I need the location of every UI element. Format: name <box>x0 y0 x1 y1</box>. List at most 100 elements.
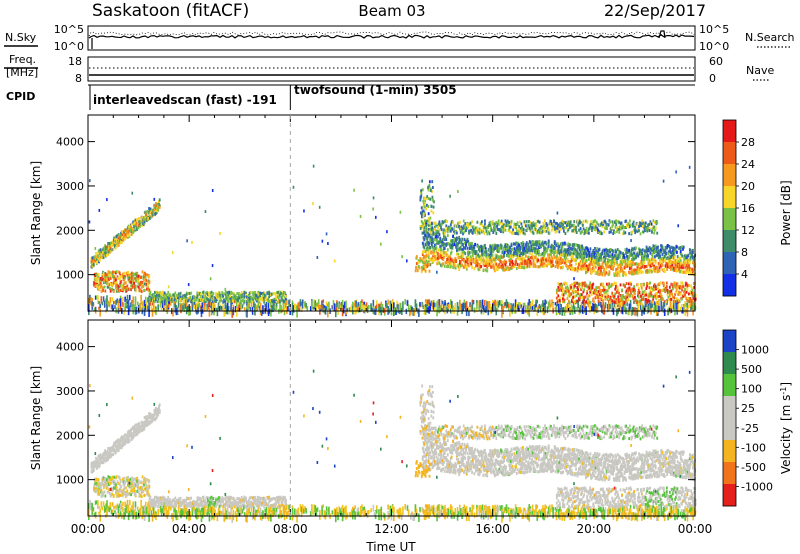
power-cell <box>581 305 584 314</box>
power-cell <box>685 302 688 307</box>
power-cell <box>627 223 630 227</box>
power-cell <box>599 295 601 299</box>
power-cell <box>130 302 132 308</box>
power-cell <box>528 261 531 265</box>
power-cell <box>679 265 681 269</box>
power-cell <box>493 259 496 264</box>
power-cell <box>465 267 468 271</box>
power-cell <box>516 262 519 267</box>
power-cell <box>133 276 136 280</box>
power-cell <box>592 302 594 306</box>
power-cell <box>500 230 502 234</box>
power-cell <box>614 225 617 229</box>
power-cell <box>562 287 565 291</box>
power-cell <box>119 275 122 279</box>
power-cell <box>544 299 546 305</box>
power-cell <box>115 242 118 246</box>
power-cell <box>560 241 563 246</box>
power-cell <box>648 245 651 250</box>
power-cell <box>445 237 448 242</box>
power-cell <box>652 219 655 223</box>
power-cell <box>676 302 679 311</box>
power-cell <box>482 268 485 273</box>
power-cell <box>428 229 431 233</box>
power-cell <box>133 304 136 311</box>
power-cell <box>433 253 436 257</box>
power-cell <box>544 263 547 267</box>
power-cell <box>490 306 493 314</box>
power-cell <box>438 220 441 224</box>
power-cell <box>501 250 504 254</box>
power-cell <box>140 300 142 305</box>
power-cell <box>563 226 566 230</box>
power-cell <box>151 302 154 306</box>
power-cell <box>667 259 670 263</box>
power-cell <box>588 231 590 235</box>
power-cell <box>597 268 599 273</box>
power-cell <box>633 257 636 261</box>
power-cell <box>662 248 665 252</box>
power-cell <box>268 299 271 303</box>
power-cell <box>257 299 260 308</box>
power-cell <box>525 241 528 245</box>
power-cell <box>510 304 512 309</box>
power-cell <box>95 276 98 280</box>
power-cell <box>397 304 400 314</box>
power-cell <box>572 301 575 310</box>
power-cell <box>270 308 272 317</box>
power-cell <box>475 228 478 232</box>
power-cell <box>595 258 598 262</box>
power-cell <box>522 231 525 235</box>
power-cell <box>625 219 627 223</box>
power-cell <box>296 308 298 318</box>
power-cell <box>444 305 446 315</box>
power-cell <box>264 294 267 298</box>
power-cell <box>357 306 360 312</box>
power-cell <box>105 276 107 280</box>
power-cell <box>600 258 602 262</box>
power-cell <box>427 248 429 252</box>
power-cell <box>345 300 347 310</box>
power-cell <box>598 272 601 276</box>
power-cell <box>163 297 165 306</box>
power-cell <box>653 266 656 271</box>
power-cell <box>526 261 529 265</box>
power-cell <box>459 238 461 242</box>
power-cell <box>440 226 442 230</box>
power-cell <box>574 281 577 285</box>
power-cell <box>433 302 436 308</box>
power-cell <box>531 224 534 228</box>
power-cell <box>121 275 124 279</box>
power-cell <box>602 265 605 270</box>
power-cell <box>513 264 516 269</box>
power-cell <box>95 257 98 261</box>
power-cell <box>510 219 513 223</box>
power-cell <box>575 267 578 271</box>
power-cell <box>452 234 454 239</box>
power-cell <box>588 254 591 258</box>
power-cell <box>635 308 638 315</box>
power-cell <box>502 265 505 269</box>
power-cell <box>123 228 126 232</box>
power-cell <box>216 307 219 317</box>
power-cell <box>605 295 608 299</box>
power-cell <box>683 305 685 313</box>
power-cell <box>103 246 106 250</box>
power-cell <box>580 285 583 289</box>
power-cell <box>500 260 502 264</box>
power-cell <box>487 253 489 257</box>
power-cell <box>644 221 647 225</box>
power-cell <box>569 222 571 226</box>
power-cell <box>316 302 319 307</box>
power-cell <box>610 254 613 258</box>
power-cell <box>566 297 569 301</box>
power-cell <box>667 252 670 256</box>
power-cell <box>481 248 484 253</box>
power-cell <box>191 301 194 311</box>
power-cell <box>386 303 388 309</box>
power-cell <box>160 294 163 298</box>
power-cell <box>646 257 649 261</box>
power-cell <box>528 220 530 224</box>
power-cell <box>91 297 94 304</box>
